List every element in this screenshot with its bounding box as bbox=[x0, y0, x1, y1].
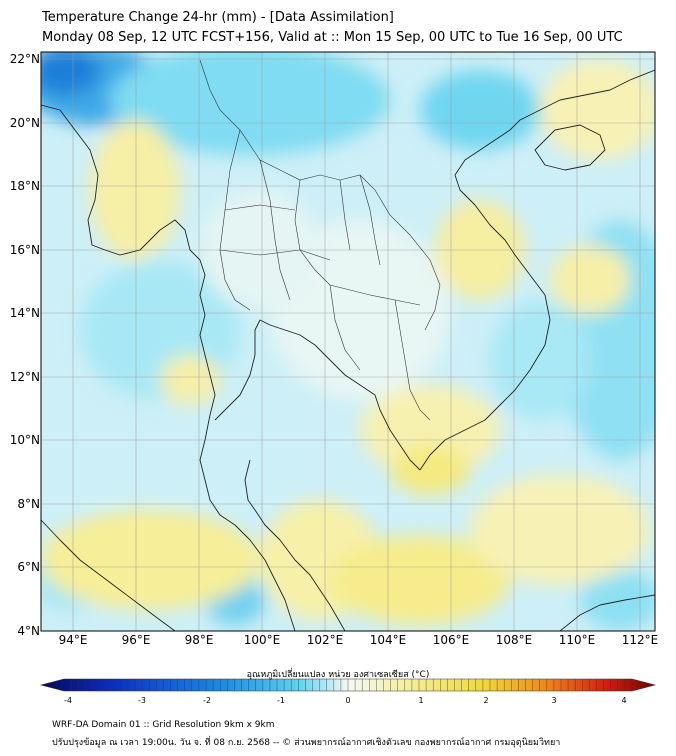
footer-resolution: WRF-DA Domain 01 :: Grid Resolution 9km … bbox=[52, 720, 275, 730]
colorbar-tick-0: 0 bbox=[345, 696, 351, 705]
footer-credit: ปรับปรุงข้อมูล ณ เวลา 19:00น. วัน จ. ที่… bbox=[52, 738, 561, 748]
lat-label-16n: 16°N bbox=[9, 243, 40, 257]
coastlines bbox=[41, 69, 655, 631]
lon-label-100e: 100°E bbox=[243, 633, 281, 647]
colorbar-tick-2: 2 bbox=[483, 696, 489, 705]
lat-label-6n: 6°N bbox=[17, 560, 40, 574]
colorbar-tick-1: 1 bbox=[418, 696, 424, 705]
lat-label-12n: 12°N bbox=[9, 370, 40, 384]
lon-label-108e: 108°E bbox=[495, 633, 533, 647]
lon-label-106e: 106°E bbox=[432, 633, 470, 647]
colorbar-tick-4: 4 bbox=[621, 696, 627, 705]
lon-label-96e: 96°E bbox=[121, 633, 151, 647]
lon-label-94e: 94°E bbox=[58, 633, 88, 647]
map-title: Temperature Change 24-hr (mm) - [Data As… bbox=[42, 10, 394, 25]
colorbar-tick-minus1: -1 bbox=[277, 696, 285, 705]
map-subtitle: Monday 08 Sep, 12 UTC FCST+156, Valid at… bbox=[42, 30, 623, 45]
map-frame bbox=[40, 51, 656, 632]
lon-label-102e: 102°E bbox=[306, 633, 344, 647]
colorbar-tick-3: 3 bbox=[551, 696, 557, 705]
lat-label-10n: 10°N bbox=[9, 433, 40, 447]
lat-label-22n: 22°N bbox=[9, 52, 40, 66]
lat-label-8n: 8°N bbox=[17, 497, 40, 511]
colorbar-title: อุณหภูมิเปลี่ยนแปลง หน่วย องศาเซลเซียส (… bbox=[246, 670, 430, 680]
lon-label-110e: 110°E bbox=[558, 633, 596, 647]
lon-label-112e: 112°E bbox=[621, 633, 659, 647]
colorbar-tick-minus2: -2 bbox=[203, 696, 211, 705]
colorbar-tick-minus4: -4 bbox=[64, 696, 72, 705]
province-borders bbox=[199, 59, 441, 421]
temperature-field bbox=[41, 52, 655, 631]
lat-label-14n: 14°N bbox=[9, 306, 40, 320]
lon-label-104e: 104°E bbox=[369, 633, 407, 647]
lat-label-4n: 4°N bbox=[17, 624, 40, 638]
lat-label-18n: 18°N bbox=[9, 179, 40, 193]
lon-label-98e: 98°E bbox=[184, 633, 214, 647]
lat-label-20n: 20°N bbox=[9, 116, 40, 130]
colorbar bbox=[39, 678, 657, 692]
colorbar-tick-minus3: -3 bbox=[138, 696, 146, 705]
